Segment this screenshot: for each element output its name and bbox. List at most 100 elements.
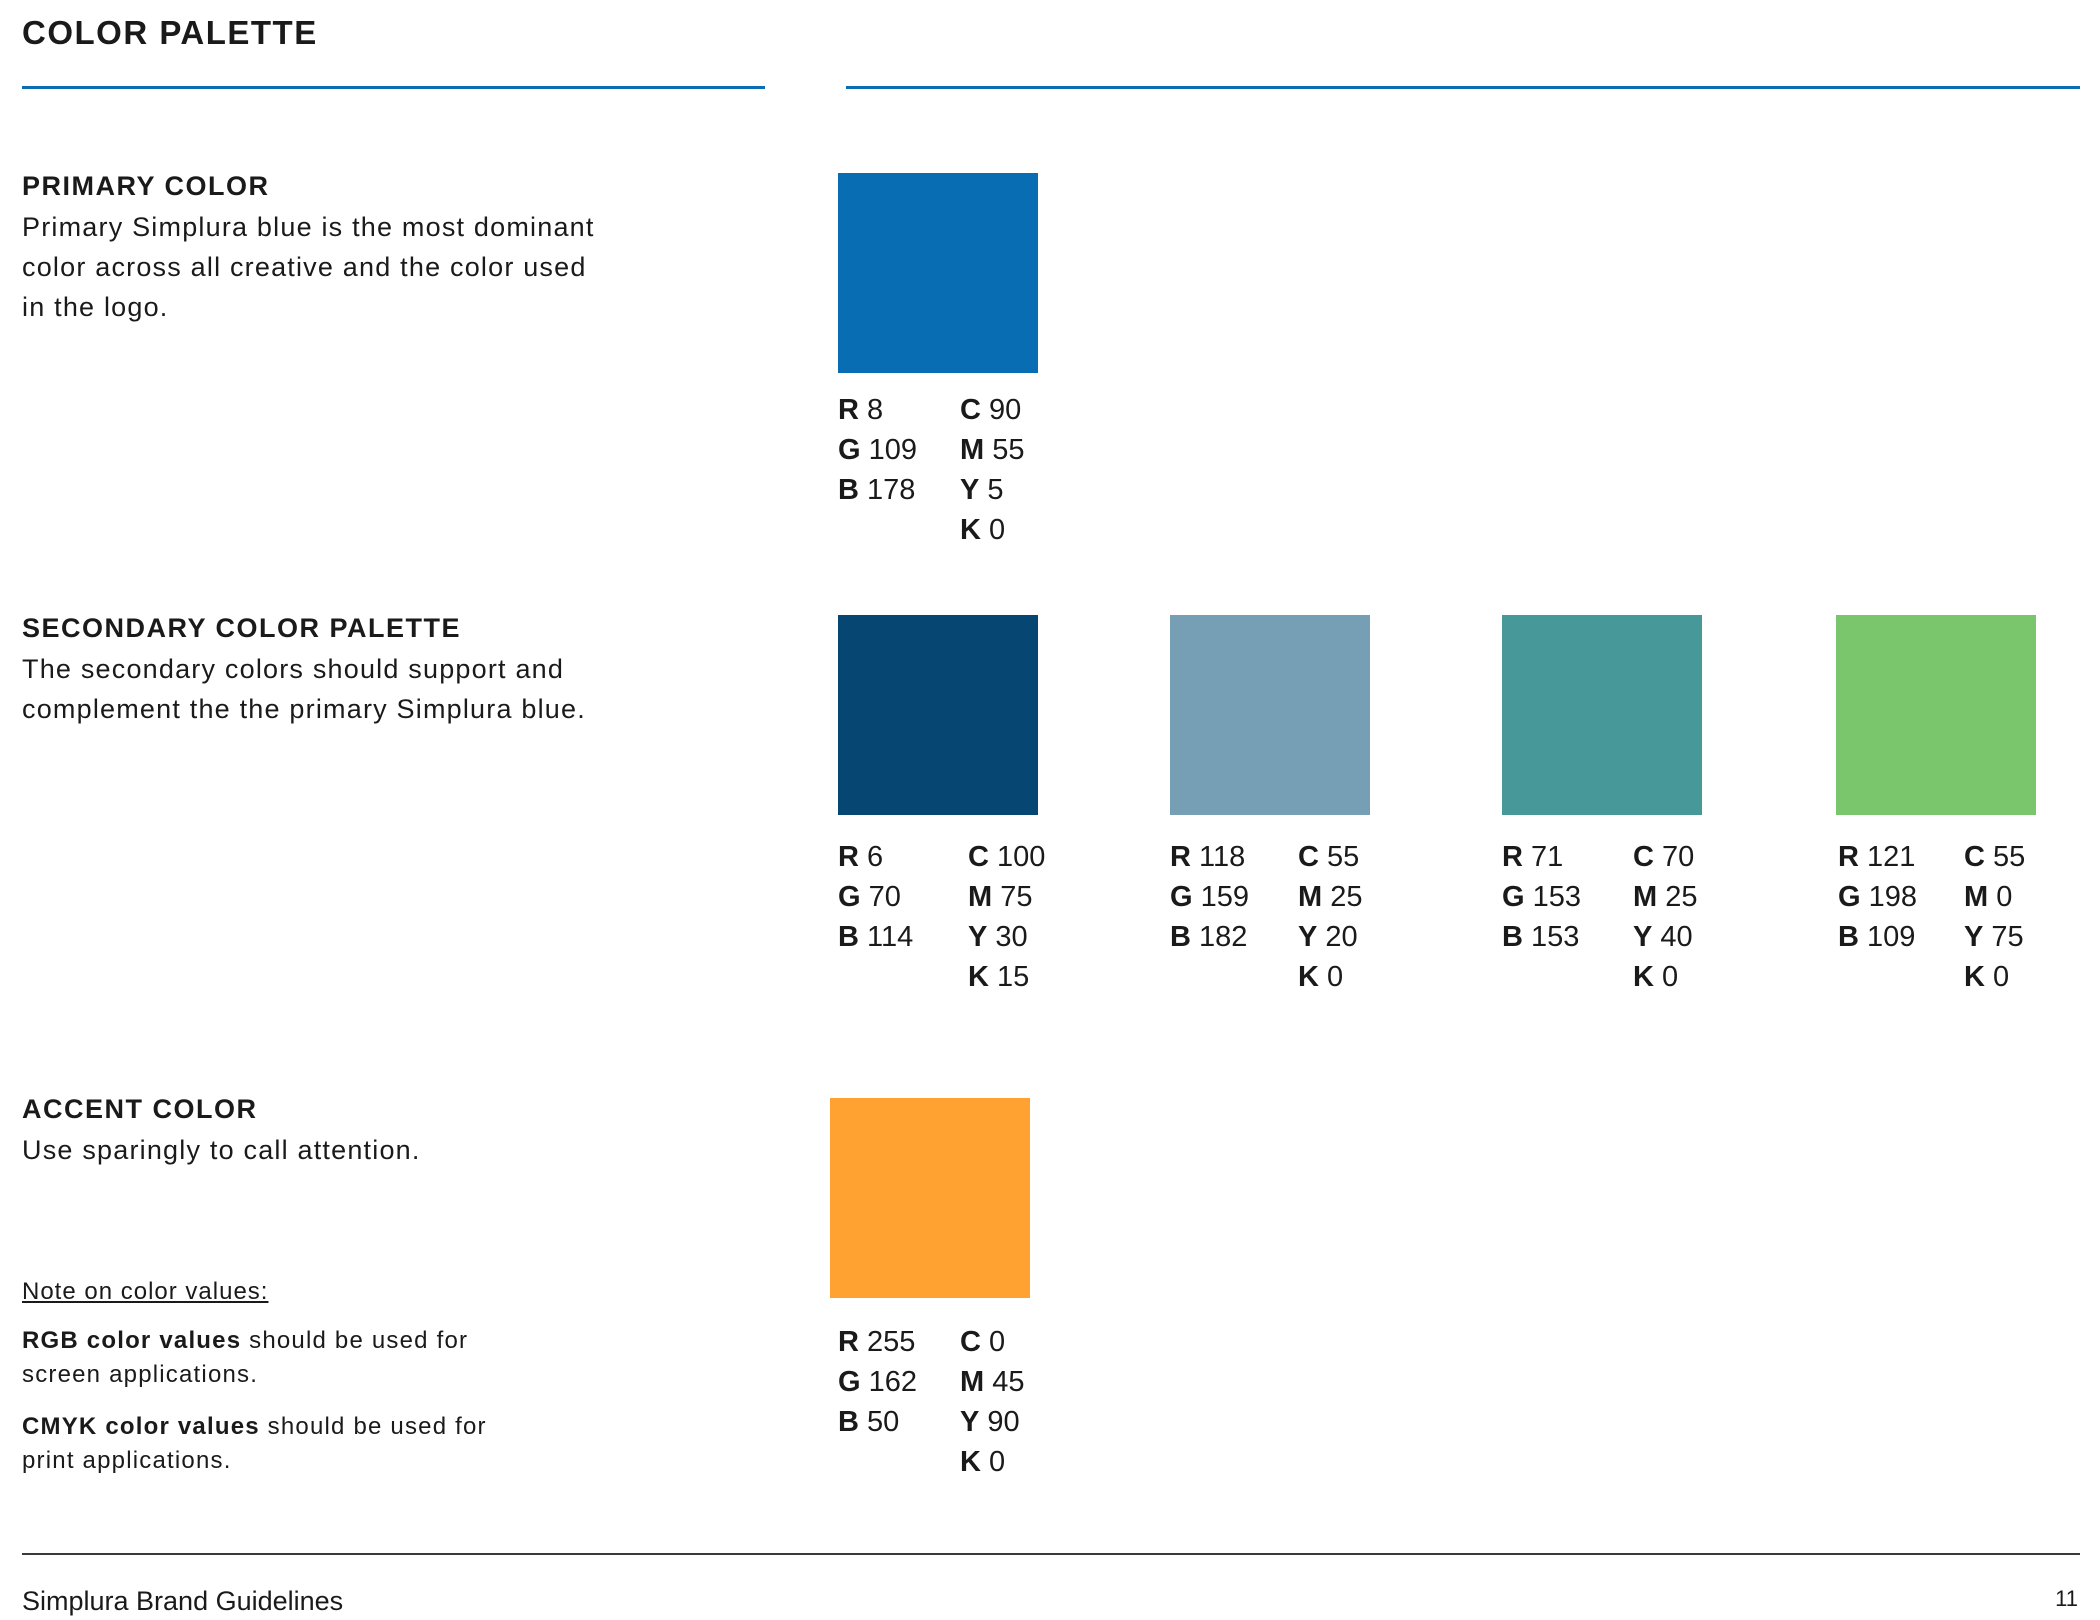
b-value: 114: [867, 921, 914, 953]
footer-document-title: Simplura Brand Guidelines: [22, 1586, 344, 1616]
description-line: color across all creative and the color …: [22, 252, 587, 282]
y-value: 20: [1325, 921, 1358, 953]
m-value: 45: [992, 1366, 1025, 1398]
note-cmyk-text-2: print applications.: [22, 1447, 232, 1474]
m-label: M: [968, 881, 993, 913]
y-label: Y: [960, 1406, 980, 1438]
r-value: 6: [867, 841, 884, 873]
accent-rgb-values: R 255 G 162 B 50: [838, 1322, 917, 1442]
y-value: 75: [1991, 921, 2024, 953]
m-label: M: [1633, 881, 1658, 913]
g-value: 198: [1868, 881, 1918, 913]
b-label: B: [838, 474, 859, 506]
g-label: G: [1502, 881, 1525, 913]
c-value: 55: [1327, 841, 1360, 873]
description-line: Use sparingly to call attention.: [22, 1135, 421, 1165]
k-value: 0: [989, 1446, 1006, 1478]
b-label: B: [1838, 921, 1859, 953]
y-label: Y: [1964, 921, 1984, 953]
primary-rgb-values: R 8 G 109 B 178: [838, 390, 917, 510]
note-cmyk: CMYK color values should be used for pri…: [22, 1410, 487, 1478]
m-value: 75: [1000, 881, 1033, 913]
k-value: 0: [1662, 961, 1679, 993]
footer-rule: [22, 1553, 2080, 1555]
description-line: The secondary colors should support and: [22, 654, 565, 684]
b-value: 178: [867, 474, 916, 506]
secondary-1-rgb-values: R 6 G 70 B 114: [838, 837, 913, 957]
primary-cmyk-values: C 90 M 55 Y 5 K 0: [960, 390, 1025, 550]
accent-cmyk-values: C 0 M 45 Y 90 K 0: [960, 1322, 1025, 1482]
b-value: 50: [867, 1406, 900, 1438]
secondary-1-cmyk-values: C 100 M 75 Y 30 K 15: [968, 837, 1045, 997]
k-label: K: [968, 961, 989, 993]
b-value: 109: [1867, 921, 1916, 953]
accent-color-title: ACCENT COLOR: [22, 1094, 258, 1124]
g-label: G: [838, 1366, 861, 1398]
note-rgb: RGB color values should be used for scre…: [22, 1324, 468, 1392]
g-value: 162: [868, 1366, 918, 1398]
primary-swatch: [838, 173, 1038, 373]
c-value: 70: [1662, 841, 1695, 873]
secondary-swatch-dark-blue: [838, 615, 1038, 815]
m-label: M: [1964, 881, 1989, 913]
description-line: Primary Simplura blue is the most domina…: [22, 212, 595, 242]
c-value: 90: [989, 394, 1022, 426]
b-label: B: [838, 921, 859, 953]
secondary-4-rgb-values: R 121 G 198 B 109: [1838, 837, 1917, 957]
header-rule-left: [22, 86, 765, 89]
c-label: C: [968, 841, 989, 873]
c-label: C: [1964, 841, 1985, 873]
m-label: M: [1298, 881, 1323, 913]
m-value: 55: [992, 434, 1025, 466]
m-label: M: [960, 434, 985, 466]
r-value: 121: [1867, 841, 1916, 873]
c-label: C: [1298, 841, 1319, 873]
g-label: G: [838, 881, 861, 913]
g-label: G: [1170, 881, 1193, 913]
k-label: K: [1964, 961, 1985, 993]
g-label: G: [838, 434, 861, 466]
secondary-palette-description: The secondary colors should support and …: [22, 649, 586, 729]
secondary-swatch-green: [1836, 615, 2036, 815]
y-label: Y: [960, 474, 980, 506]
accent-swatch: [830, 1098, 1030, 1298]
header-rule-right: [846, 86, 2080, 89]
secondary-palette-title: SECONDARY COLOR PALETTE: [22, 613, 462, 643]
page-number: 11: [2055, 1586, 2078, 1611]
g-value: 153: [1532, 881, 1582, 913]
r-label: R: [838, 394, 859, 426]
r-label: R: [1838, 841, 1859, 873]
k-value: 15: [997, 961, 1030, 993]
c-label: C: [960, 394, 981, 426]
m-label: M: [960, 1366, 985, 1398]
accent-color-description: Use sparingly to call attention.: [22, 1130, 421, 1170]
c-value: 55: [1993, 841, 2026, 873]
c-label: C: [1633, 841, 1654, 873]
secondary-2-cmyk-values: C 55 M 25 Y 20 K 0: [1298, 837, 1363, 997]
description-line: in the logo.: [22, 292, 169, 322]
primary-color-title: PRIMARY COLOR: [22, 171, 270, 201]
k-label: K: [960, 514, 981, 546]
m-value: 25: [1665, 881, 1698, 913]
m-value: 0: [1996, 881, 2013, 913]
description-line: complement the the primary Simplura blue…: [22, 694, 586, 724]
secondary-3-rgb-values: R 71 G 153 B 153: [1502, 837, 1581, 957]
k-label: K: [960, 1446, 981, 1478]
k-label: K: [1298, 961, 1319, 993]
r-label: R: [1502, 841, 1523, 873]
b-label: B: [1502, 921, 1523, 953]
g-label: G: [1838, 881, 1861, 913]
g-value: 109: [868, 434, 918, 466]
y-value: 90: [987, 1406, 1020, 1438]
y-value: 30: [995, 921, 1028, 953]
b-value: 153: [1531, 921, 1580, 953]
b-value: 182: [1199, 921, 1248, 953]
secondary-swatch-slate-blue: [1170, 615, 1370, 815]
k-value: 0: [989, 514, 1006, 546]
g-value: 70: [868, 881, 901, 913]
note-title: Note on color values:: [22, 1278, 269, 1305]
c-value: 100: [997, 841, 1046, 873]
c-value: 0: [989, 1326, 1006, 1358]
k-value: 0: [1327, 961, 1344, 993]
b-label: B: [838, 1406, 859, 1438]
